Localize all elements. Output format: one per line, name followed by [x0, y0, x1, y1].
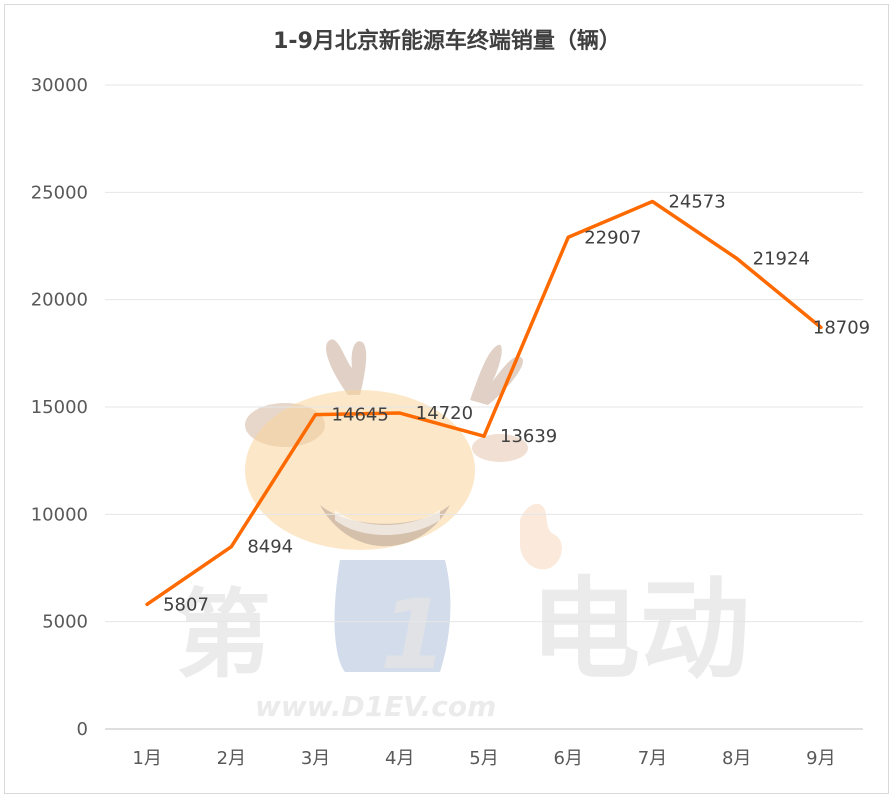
data-point [650, 199, 654, 203]
watermark: 第 1 电动 www.D1EV.com [175, 339, 750, 723]
data-label: 21924 [753, 248, 810, 269]
y-axis: 0 5000 10000 15000 20000 25000 30000 [31, 75, 88, 740]
x-tick-label: 8月 [722, 748, 751, 769]
data-point [819, 325, 823, 329]
watermark-brand-3: 电动 [530, 566, 750, 694]
chart-title: 1-9月北京新能源车终端销量（辆） [273, 28, 621, 54]
deer-mascot-icon [245, 339, 562, 672]
watermark-url: www.D1EV.com [255, 690, 496, 723]
data-labels: 5807 8494 14645 14720 13639 22907 24573 21924 18… [163, 191, 870, 615]
series-line [145, 199, 823, 607]
y-tick-label: 5000 [42, 612, 88, 633]
data-label: 8494 [247, 537, 293, 558]
x-tick-label: 5月 [469, 748, 498, 769]
y-tick-label: 0 [77, 719, 88, 740]
watermark-brand-2: 1 [380, 579, 447, 691]
y-tick-label: 25000 [31, 182, 88, 203]
watermark-brand-1: 第 [175, 579, 271, 691]
y-tick-label: 15000 [31, 397, 88, 418]
data-label: 18709 [813, 317, 870, 338]
data-point [229, 545, 233, 549]
x-tick-label: 1月 [132, 748, 161, 769]
data-point [566, 235, 570, 239]
data-point [735, 256, 739, 260]
gridlines [105, 84, 863, 730]
x-tick-label: 3月 [301, 748, 330, 769]
chart-frame [4, 4, 889, 794]
data-point [314, 413, 318, 417]
y-tick-label: 20000 [31, 290, 88, 311]
data-label: 5807 [163, 594, 209, 615]
data-point [145, 602, 149, 606]
data-label: 22907 [584, 227, 641, 248]
data-label: 24573 [668, 191, 725, 212]
data-label: 14645 [332, 405, 389, 426]
x-tick-label: 7月 [638, 748, 667, 769]
data-point [398, 411, 402, 415]
x-axis: 1月 2月 3月 4月 5月 6月 7月 8月 9月 [132, 748, 835, 769]
x-tick-label: 9月 [806, 748, 835, 769]
data-label: 13639 [500, 426, 557, 447]
x-tick-label: 6月 [553, 748, 582, 769]
x-tick-label: 2月 [217, 748, 246, 769]
data-point [482, 434, 486, 438]
y-tick-label: 10000 [31, 504, 88, 525]
y-tick-label: 30000 [31, 75, 88, 96]
data-label: 14720 [416, 403, 473, 424]
x-tick-label: 4月 [385, 748, 414, 769]
